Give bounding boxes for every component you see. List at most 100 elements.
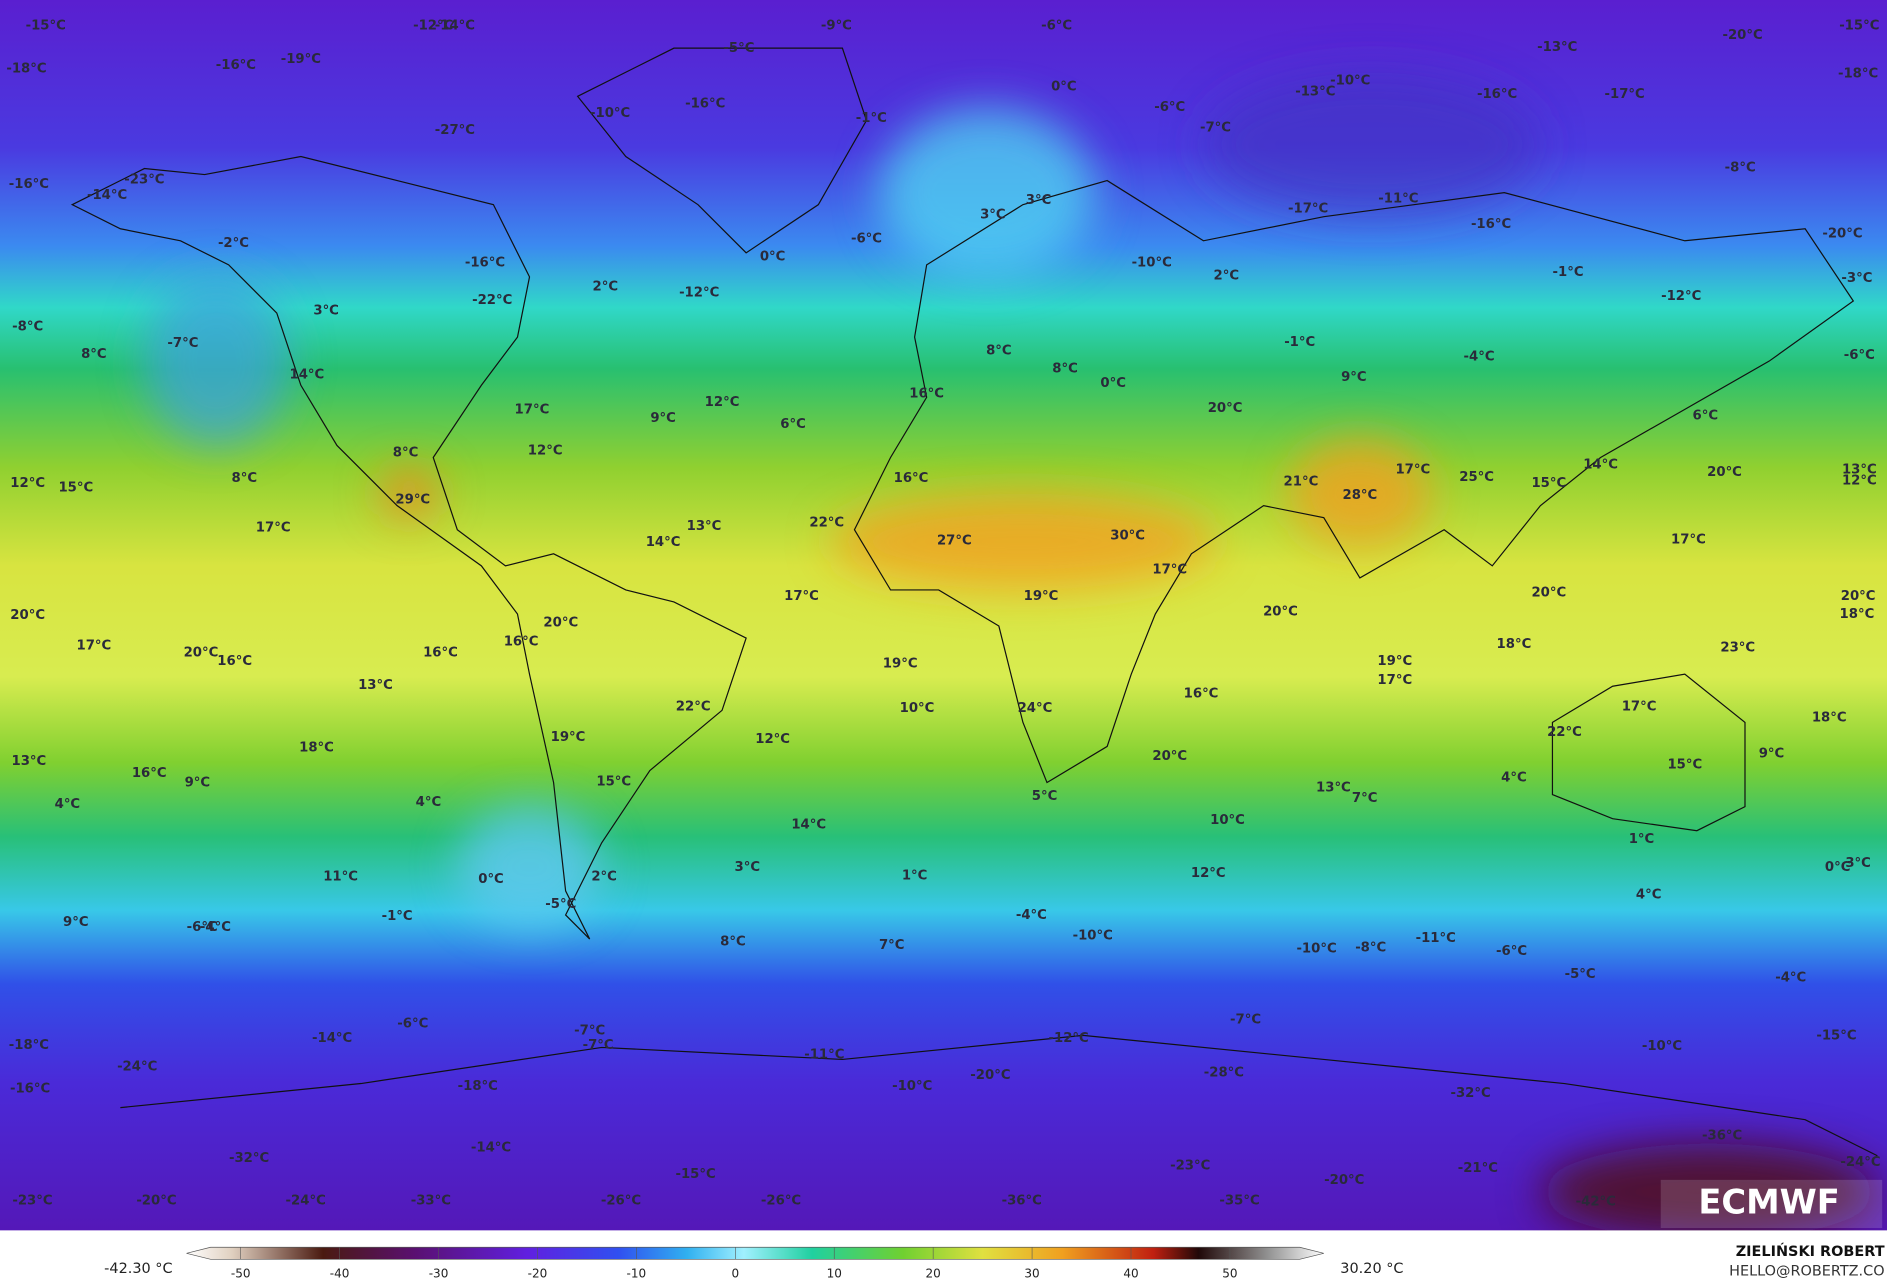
colorbar-max: 30.20 °C xyxy=(1340,1261,1403,1277)
temperature-label: -14°C xyxy=(471,1140,511,1155)
temperature-label: -2°C xyxy=(218,236,249,251)
temperature-label: 8°C xyxy=(393,446,419,461)
temperature-label: 9°C xyxy=(185,776,211,791)
temperature-label: -4°C xyxy=(1016,908,1047,923)
temperature-label: -3°C xyxy=(1841,271,1872,286)
temperature-label: -20°C xyxy=(136,1193,176,1208)
temperature-label: 9°C xyxy=(650,411,676,426)
temperature-label: 20°C xyxy=(10,608,45,623)
temperature-label: 27°C xyxy=(937,534,972,549)
temperature-label: 15°C xyxy=(58,481,93,496)
temperature-label: -18°C xyxy=(9,1038,49,1053)
temperature-label: -7°C xyxy=(1200,121,1231,136)
temperature-label: 20°C xyxy=(1152,749,1187,764)
temperature-label: -12°C xyxy=(1049,1031,1089,1046)
temperature-label: -1°C xyxy=(382,909,413,924)
temperature-label: 16°C xyxy=(504,635,539,650)
temperature-label: 8°C xyxy=(1052,361,1078,376)
temperature-label: -6°C xyxy=(1154,100,1185,115)
logo: ECMWF xyxy=(1698,1182,1839,1221)
colorbar-tick-label: -40 xyxy=(330,1266,350,1280)
temperature-label: 22°C xyxy=(1547,725,1582,740)
temperature-label: 13°C xyxy=(1316,780,1351,795)
temperature-label: -20°C xyxy=(1722,28,1762,43)
temperature-label: 17°C xyxy=(256,520,291,535)
temperature-label: 18°C xyxy=(1497,637,1532,652)
temperature-label: 3°C xyxy=(313,304,339,319)
temperature-label: -6°C xyxy=(1844,348,1875,363)
temperature-label: 9°C xyxy=(1759,747,1785,762)
temperature-label: -24°C xyxy=(117,1060,157,1075)
temperature-label: -7°C xyxy=(583,1038,614,1053)
temperature-label: -10°C xyxy=(892,1079,932,1094)
temperature-label: -4°C xyxy=(200,920,231,935)
colorbar-tick-label: 20 xyxy=(926,1266,941,1280)
temperature-label: -10°C xyxy=(1642,1039,1682,1054)
temperature-label: -8°C xyxy=(1355,940,1386,955)
colorbar-tick-label: -30 xyxy=(429,1266,449,1280)
temperature-label: -32°C xyxy=(229,1151,269,1166)
temperature-label: 16°C xyxy=(894,471,929,486)
temperature-label: 13°C xyxy=(687,519,722,534)
temperature-label: 2°C xyxy=(593,280,619,295)
temperature-label: -1°C xyxy=(1553,265,1584,280)
temperature-label: -18°C xyxy=(6,62,46,77)
colorbar-tick-label: -20 xyxy=(528,1266,548,1280)
colorbar-tick-label: -50 xyxy=(231,1266,251,1280)
temperature-label: 19°C xyxy=(1024,589,1059,604)
temperature-label: 9°C xyxy=(1341,370,1367,385)
temperature-label: 9°C xyxy=(63,915,89,930)
temperature-label: -16°C xyxy=(685,97,725,112)
temperature-label: 4°C xyxy=(1501,771,1527,786)
temperature-label: -19°C xyxy=(281,52,321,67)
temperature-label: -1°C xyxy=(1284,335,1315,350)
temperature-label: 11°C xyxy=(323,869,358,884)
temperature-label: -36°C xyxy=(1002,1193,1042,1208)
temperature-label: 4°C xyxy=(1636,888,1662,903)
temperature-label: -14°C xyxy=(435,18,475,33)
temperature-label: 12°C xyxy=(10,476,45,491)
temperature-label: 2°C xyxy=(1214,269,1240,284)
temperature-label: -12°C xyxy=(1661,289,1701,304)
temperature-label: 28°C xyxy=(1343,488,1378,503)
temperature-label: 18°C xyxy=(1840,607,1875,622)
temperature-label: 13°C xyxy=(12,754,47,769)
temperature-label: 0°C xyxy=(760,249,786,264)
temperature-label: 16°C xyxy=(132,766,167,781)
temperature-blobs xyxy=(144,72,1878,1241)
temperature-label: -36°C xyxy=(1702,1128,1742,1143)
temperature-label: -28°C xyxy=(1204,1066,1244,1081)
temperature-label: 15°C xyxy=(1667,757,1702,772)
temperature-label: -14°C xyxy=(87,188,127,203)
temperature-label: 17°C xyxy=(1377,673,1412,688)
temperature-label: -5°C xyxy=(723,41,754,56)
temperature-label: -7°C xyxy=(574,1024,605,1039)
temperature-label: 10°C xyxy=(900,701,935,716)
temperature-label: -23°C xyxy=(1170,1158,1210,1173)
temperature-label: 18°C xyxy=(1812,711,1847,726)
temperature-label: -16°C xyxy=(9,177,49,192)
temperature-label: 3°C xyxy=(1026,193,1052,208)
temperature-label: -12°C xyxy=(679,286,719,301)
temperature-label: 1°C xyxy=(902,868,928,883)
temperature-label: -14°C xyxy=(312,1031,352,1046)
temperature-label: 16°C xyxy=(217,654,252,669)
temperature-label: 20°C xyxy=(1208,401,1243,416)
temperature-label: 6°C xyxy=(780,417,806,432)
colorbar-tick-label: 50 xyxy=(1222,1266,1237,1280)
temperature-label: -20°C xyxy=(1324,1173,1364,1188)
temperature-label: 15°C xyxy=(1531,476,1566,491)
temperature-label: 3°C xyxy=(735,860,761,875)
temperature-label: 20°C xyxy=(1707,465,1742,480)
temperature-label: -10°C xyxy=(590,106,630,121)
temperature-label: 17°C xyxy=(515,402,550,417)
temperature-label: 0°C xyxy=(1825,860,1851,875)
colorbar-tick-label: 10 xyxy=(827,1266,842,1280)
temperature-label: -9°C xyxy=(821,18,852,33)
temperature-label: 22°C xyxy=(809,516,844,531)
temperature-label: 15°C xyxy=(596,774,631,789)
temperature-label: 20°C xyxy=(543,615,578,630)
temperature-label: 5°C xyxy=(1032,789,1058,804)
temperature-label: 10°C xyxy=(1210,813,1245,828)
